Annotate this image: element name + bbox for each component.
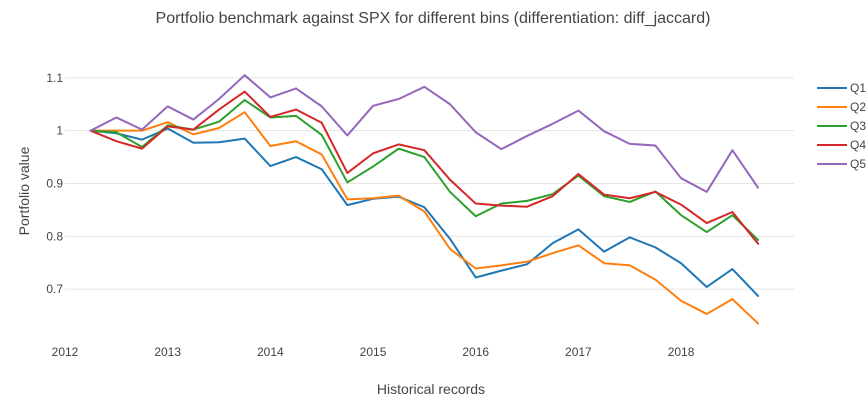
- x-tick-label: 2018: [668, 345, 695, 359]
- legend-label: Q5: [850, 157, 866, 171]
- legend-item-q1[interactable]: Q1: [817, 81, 866, 95]
- legend-item-q5[interactable]: Q5: [817, 157, 866, 171]
- chart-title: Portfolio benchmark against SPX for diff…: [156, 10, 711, 27]
- legend-label: Q2: [850, 100, 866, 114]
- y-tick-label: 0.7: [46, 282, 63, 296]
- legend-label: Q4: [850, 138, 866, 152]
- legend: Q1 Q2 Q3 Q4 Q5: [817, 81, 866, 171]
- y-axis-ticks: 0.7 0.8 0.9 1 1.1: [46, 71, 63, 296]
- x-tick-label: 2015: [360, 345, 387, 359]
- x-tick-label: 2014: [257, 345, 284, 359]
- legend-label: Q3: [850, 119, 866, 133]
- series-line-q1: [89, 127, 760, 297]
- x-tick-label: 2017: [565, 345, 592, 359]
- x-tick-label: 2016: [462, 345, 489, 359]
- series-line-q3: [89, 99, 760, 241]
- series-line-q2: [89, 111, 760, 325]
- series-line-q4: [89, 90, 760, 245]
- series-lines: [89, 74, 760, 325]
- y-axis-title: Portfolio value: [16, 146, 32, 235]
- y-tick-label: 1.1: [46, 71, 63, 85]
- x-axis-ticks: 2012 2013 2014 2015 2016 2017 2018: [52, 345, 695, 359]
- x-tick-label: 2012: [52, 345, 79, 359]
- y-tick-label: 0.9: [46, 176, 63, 190]
- x-axis-title: Historical records: [377, 381, 485, 397]
- legend-item-q4[interactable]: Q4: [817, 138, 866, 152]
- legend-item-q2[interactable]: Q2: [817, 100, 866, 114]
- x-tick-label: 2013: [154, 345, 181, 359]
- y-tick-label: 1: [56, 124, 63, 138]
- legend-label: Q1: [850, 81, 866, 95]
- series-line-q5: [89, 74, 760, 193]
- y-tick-label: 0.8: [46, 229, 63, 243]
- legend-item-q3[interactable]: Q3: [817, 119, 866, 133]
